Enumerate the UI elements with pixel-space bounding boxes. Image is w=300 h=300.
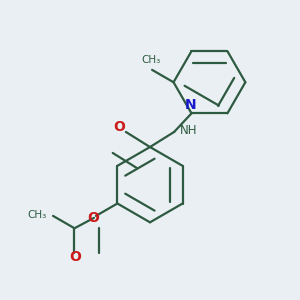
Text: CH₃: CH₃ <box>28 210 47 220</box>
Text: O: O <box>87 211 99 225</box>
Text: O: O <box>69 250 81 265</box>
Text: CH₃: CH₃ <box>141 56 160 65</box>
Text: N: N <box>184 98 196 112</box>
Text: O: O <box>114 121 126 134</box>
Text: NH: NH <box>180 124 198 137</box>
